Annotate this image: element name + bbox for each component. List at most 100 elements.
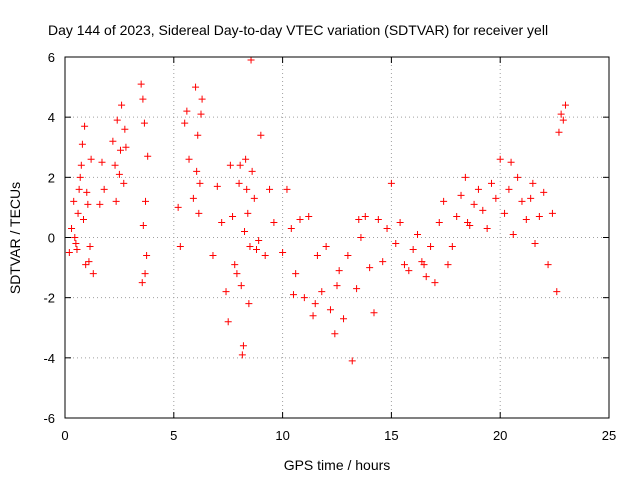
data-point bbox=[553, 288, 561, 296]
data-point bbox=[87, 155, 95, 163]
data-point bbox=[414, 230, 422, 238]
data-point bbox=[71, 234, 79, 241]
grid-lines bbox=[65, 57, 609, 418]
data-point bbox=[73, 246, 81, 254]
data-point bbox=[241, 227, 249, 235]
data-point bbox=[139, 221, 147, 229]
y-tick-label: -6 bbox=[43, 411, 55, 426]
data-point bbox=[79, 215, 87, 223]
data-point bbox=[235, 179, 243, 187]
data-point bbox=[174, 203, 182, 211]
data-point bbox=[287, 224, 295, 232]
data-point bbox=[247, 56, 255, 64]
data-point bbox=[112, 197, 120, 205]
data-point bbox=[396, 218, 404, 226]
data-point bbox=[233, 270, 241, 278]
data-point bbox=[479, 206, 487, 214]
y-tick-label: 0 bbox=[48, 231, 55, 246]
data-point bbox=[370, 309, 378, 317]
data-point bbox=[248, 167, 256, 175]
data-point bbox=[244, 209, 252, 217]
data-point bbox=[192, 83, 200, 91]
tick-labels: 0 5 10 15 20 25 -6 -4 -2 0 2 4 6 bbox=[43, 50, 616, 443]
data-point bbox=[313, 252, 321, 260]
x-tick-label: 15 bbox=[384, 428, 398, 443]
data-point bbox=[344, 252, 352, 260]
data-point bbox=[68, 224, 76, 232]
data-point bbox=[487, 179, 495, 187]
data-point bbox=[305, 212, 313, 220]
y-tick-label: 4 bbox=[48, 110, 55, 125]
data-point bbox=[322, 243, 330, 251]
data-point bbox=[140, 119, 148, 127]
data-point bbox=[501, 209, 509, 217]
data-point bbox=[194, 131, 202, 139]
data-point bbox=[189, 194, 197, 202]
data-point bbox=[226, 161, 234, 169]
data-point bbox=[548, 209, 556, 217]
data-point bbox=[535, 212, 543, 220]
data-point bbox=[198, 95, 206, 103]
data-point bbox=[111, 161, 119, 169]
data-point bbox=[237, 282, 245, 290]
data-point bbox=[353, 285, 361, 293]
x-tick-label: 20 bbox=[493, 428, 507, 443]
data-point bbox=[518, 197, 526, 205]
data-point bbox=[292, 270, 300, 278]
data-point bbox=[474, 185, 482, 193]
data-point bbox=[309, 312, 317, 320]
data-point bbox=[555, 128, 563, 136]
data-point bbox=[120, 179, 128, 187]
data-point bbox=[218, 218, 226, 226]
data-point bbox=[296, 215, 304, 223]
data-point bbox=[76, 173, 84, 181]
data-point bbox=[507, 158, 515, 166]
chart-title: Day 144 of 2023, Sidereal Day-to-day VTE… bbox=[48, 22, 548, 38]
x-tick-label: 0 bbox=[61, 428, 68, 443]
data-point bbox=[78, 140, 86, 148]
data-point bbox=[261, 252, 269, 260]
data-point bbox=[118, 101, 126, 109]
data-point bbox=[74, 209, 82, 217]
data-point bbox=[85, 258, 93, 266]
y-tick-label: 2 bbox=[48, 170, 55, 185]
data-point bbox=[197, 110, 205, 118]
data-point bbox=[383, 224, 391, 232]
data-point bbox=[115, 170, 123, 178]
data-point bbox=[176, 243, 184, 251]
data-point bbox=[252, 246, 260, 254]
data-point bbox=[420, 261, 428, 269]
data-point bbox=[457, 191, 465, 199]
x-tick-label: 25 bbox=[602, 428, 616, 443]
data-point bbox=[72, 240, 80, 248]
data-point bbox=[137, 80, 145, 88]
data-point bbox=[444, 261, 452, 269]
data-point bbox=[461, 173, 469, 181]
data-point bbox=[195, 209, 203, 217]
y-tick-label: 6 bbox=[48, 50, 55, 65]
data-point bbox=[116, 146, 124, 154]
data-point bbox=[138, 279, 146, 287]
data-point bbox=[82, 261, 90, 269]
data-point bbox=[448, 243, 456, 251]
data-point bbox=[141, 270, 149, 278]
data-point bbox=[464, 218, 472, 226]
data-point bbox=[193, 167, 201, 175]
data-point bbox=[250, 194, 258, 202]
data-point bbox=[392, 240, 400, 248]
data-point bbox=[440, 197, 448, 205]
data-point bbox=[559, 116, 567, 124]
data-point bbox=[379, 258, 387, 266]
data-point bbox=[340, 315, 348, 323]
data-point bbox=[431, 279, 439, 287]
data-points bbox=[65, 56, 569, 365]
data-point bbox=[289, 291, 297, 299]
data-point bbox=[318, 288, 326, 296]
data-point bbox=[374, 215, 382, 223]
data-point bbox=[96, 200, 104, 208]
axis-ticks bbox=[64, 56, 610, 419]
data-point bbox=[70, 197, 78, 205]
data-point bbox=[98, 158, 106, 166]
y-axis-label: SDTVAR / TECUs bbox=[7, 182, 23, 294]
